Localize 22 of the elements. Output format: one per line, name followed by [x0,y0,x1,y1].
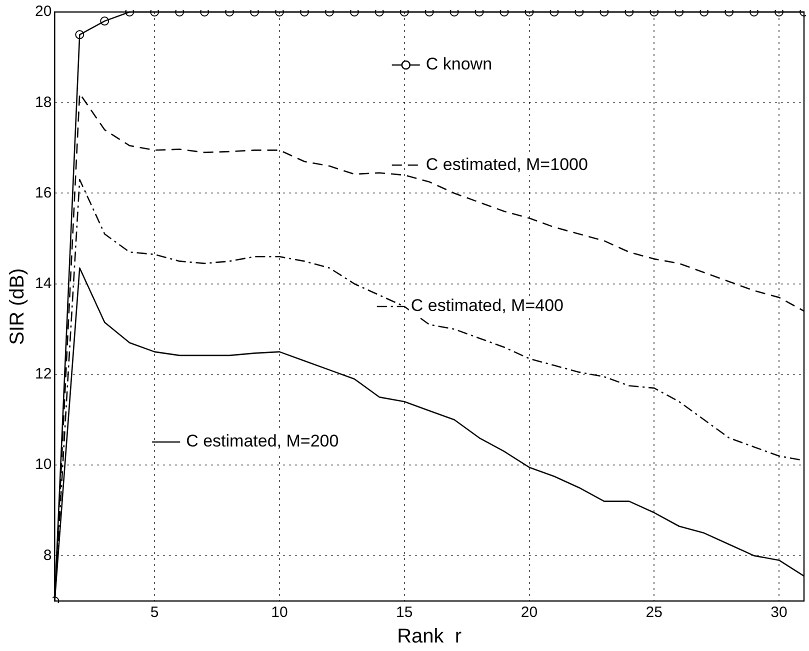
y-tick-label: 18 [34,94,52,111]
y-tick-label: 10 [34,456,52,474]
legend-label: C estimated, M=1000 [426,154,588,174]
x-tick-label: 15 [396,604,413,622]
x-tick-label: 10 [271,604,288,622]
legend-label: C estimated, M=200 [186,432,339,451]
legend-label: C estimated, M=400 [410,296,564,316]
y-tick-label: 8 [43,546,52,564]
point [100,16,110,26]
x-tick-label: 30 [770,604,788,622]
y-tick-label: 14 [34,274,52,292]
point [250,10,259,16]
x-axis-title: Rank r [397,626,462,648]
y-tick-label: 20 [34,3,52,20]
y-tick-label: 16 [34,184,52,202]
x-tick-label: 25 [646,604,662,622]
y-tick-label: 12 [34,366,52,383]
x-tick-label: 20 [520,604,538,622]
x-tick-label: 5 [150,604,159,622]
y-axis-title: SIR (dB) [6,268,29,345]
point [75,30,84,40]
legend-label: C known [426,54,492,74]
